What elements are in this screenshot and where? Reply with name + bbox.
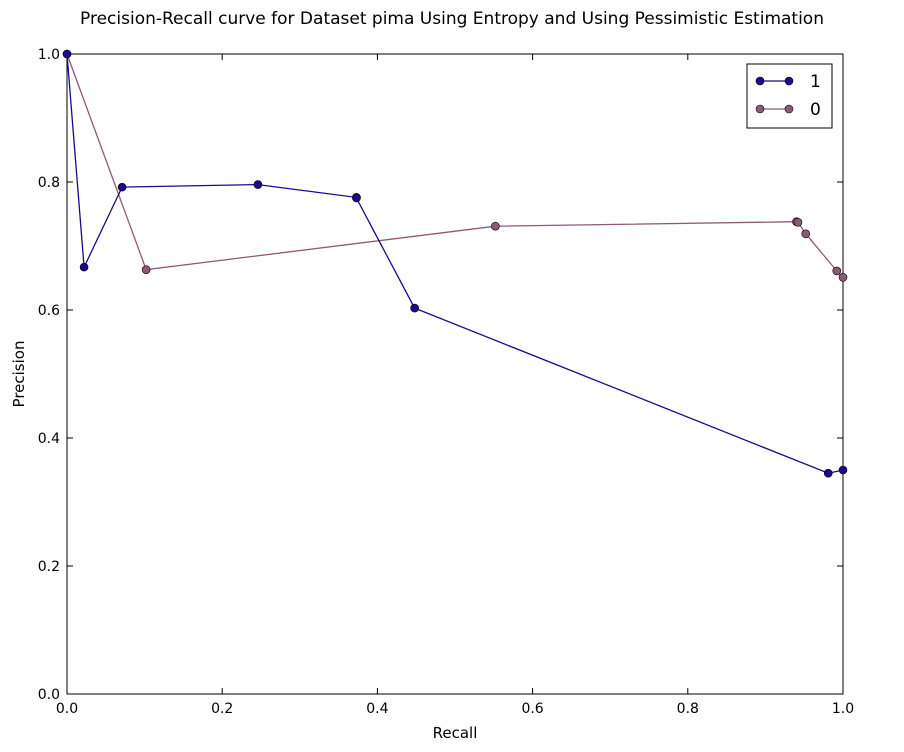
- data-point: [838, 465, 848, 475]
- data-point: [79, 262, 89, 272]
- y-tick-label: 0.6: [38, 303, 60, 319]
- legend-label: 0: [810, 100, 821, 120]
- data-point: [801, 229, 811, 239]
- plot-area: [66, 53, 844, 695]
- x-axis: 0.0 0.2 0.4 0.6 0.8 1.0: [56, 54, 854, 717]
- legend-marker: [755, 104, 765, 114]
- y-tick-label: 0.2: [38, 559, 60, 575]
- data-point: [117, 182, 127, 192]
- data-point: [793, 218, 803, 227]
- data-point: [253, 180, 263, 189]
- y-axis-label: Precision: [10, 341, 28, 408]
- legend: 10: [746, 63, 833, 129]
- y-axis: 0.0 0.2 0.4 0.6 0.8 1.0: [38, 47, 843, 703]
- x-tick-label: 1.0: [832, 701, 854, 717]
- legend-marker: [755, 76, 765, 86]
- data-point: [838, 273, 848, 282]
- y-tick-label: 0.4: [38, 431, 60, 447]
- y-tick-label: 0.0: [38, 687, 60, 703]
- series-1: [62, 49, 848, 478]
- data-point: [141, 265, 151, 274]
- data-point: [352, 193, 361, 203]
- legend-label: 1: [810, 72, 821, 92]
- x-tick-label: 0.2: [211, 701, 233, 717]
- x-tick-label: 0.4: [366, 701, 388, 717]
- legend-marker: [784, 104, 794, 114]
- y-tick-label: 1.0: [38, 47, 60, 63]
- data-point: [491, 221, 500, 231]
- y-tick-label: 0.8: [38, 175, 60, 191]
- x-tick-label: 0.0: [56, 701, 78, 717]
- chart-title: Precision-Recall curve for Dataset pima …: [80, 9, 824, 29]
- data-point: [410, 303, 419, 313]
- x-tick-label: 0.8: [677, 701, 699, 717]
- x-axis-label: Recall: [433, 724, 478, 742]
- x-tick-label: 0.6: [521, 701, 543, 717]
- data-point: [832, 266, 842, 276]
- series-layer: [62, 49, 848, 478]
- legend-marker: [784, 76, 794, 86]
- data-point: [62, 49, 72, 59]
- legend-box: [746, 63, 833, 129]
- data-point: [823, 468, 833, 478]
